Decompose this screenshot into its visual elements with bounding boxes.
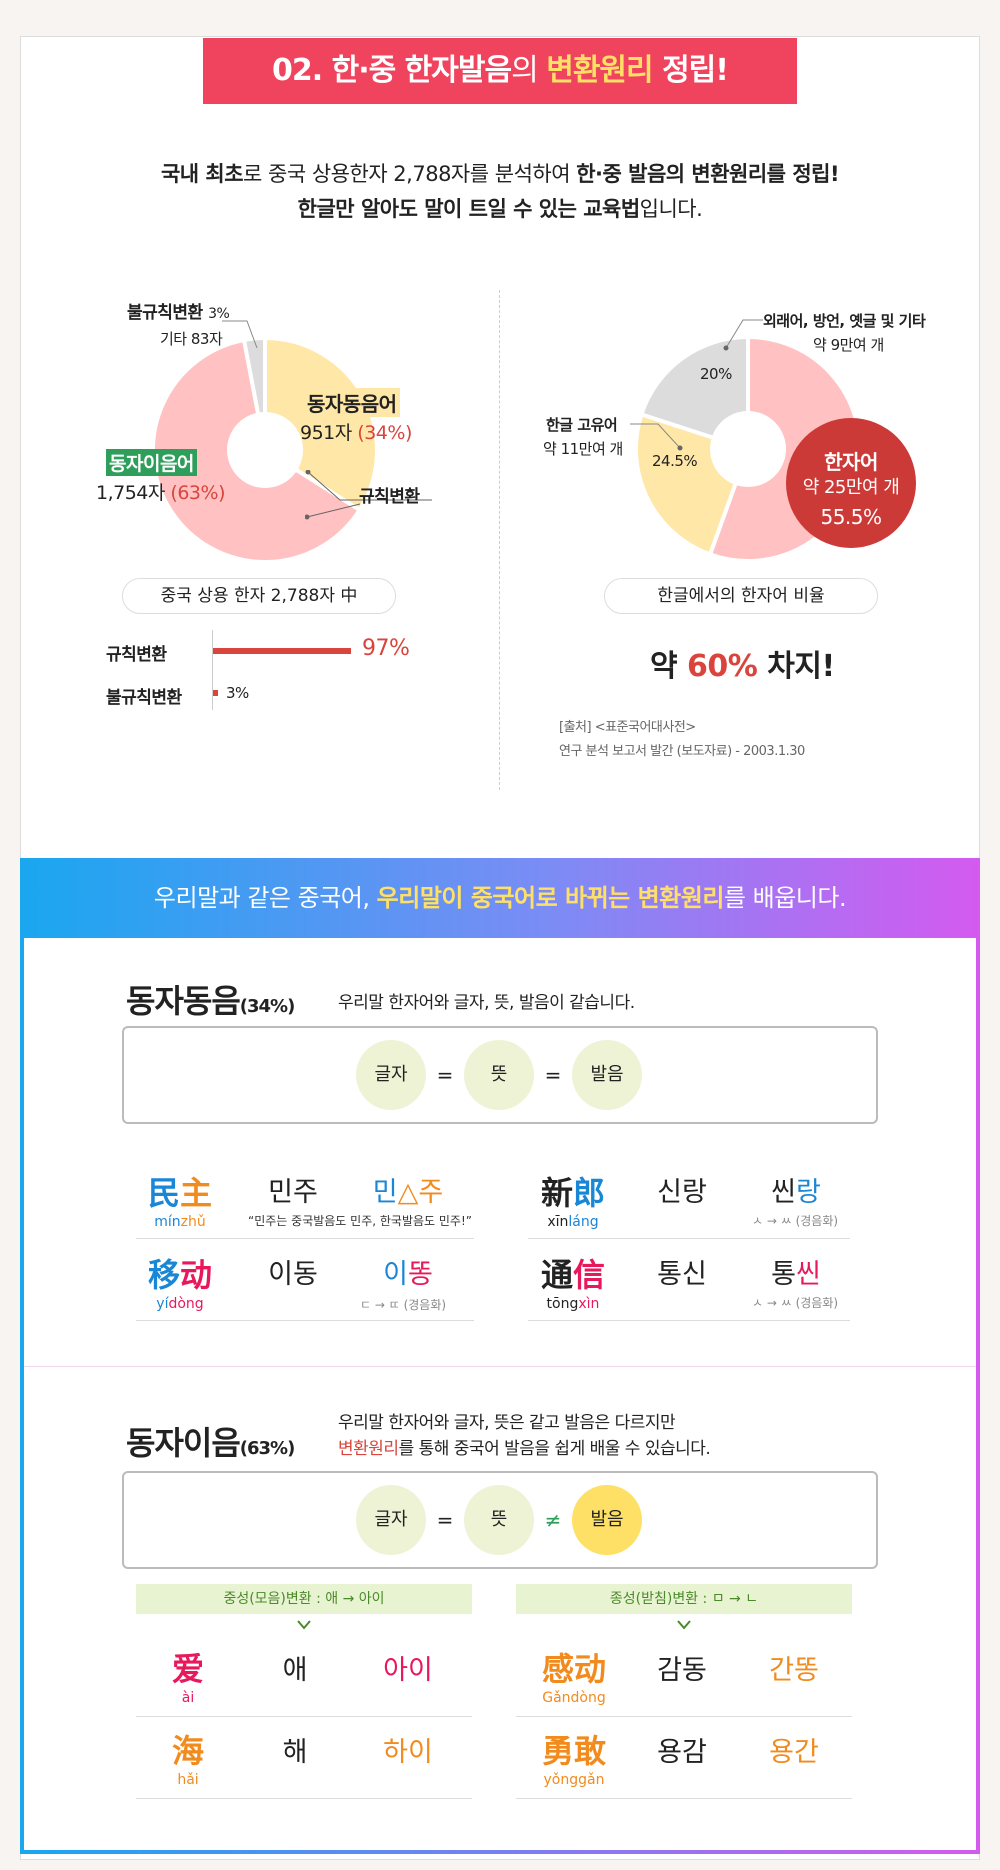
other-label: 기타 83자 [160,330,223,348]
diff-ko-4: 용감 [657,1737,707,1768]
same-hanzi-4: 通信 tōngxìn [540,1256,606,1312]
eq-char: 글자 [356,1485,426,1555]
same-hanzi-2: 移动 yídòng [147,1256,213,1312]
same-note-1: “민주는 중국발음도 민주, 한국발음도 민주!” [248,1214,472,1228]
native-leader-line [630,423,683,451]
source-line-2: 연구 분석 보고서 발간 (보도자료) - 2003.1.30 [559,744,805,759]
row-divider [136,1238,474,1239]
diff-section-desc: 우리말 한자어와 글자, 뜻은 같고 발음은 다르지만 변환원리를 통해 중국어 … [338,1413,711,1459]
diff-cn-2: 하이 [383,1737,433,1768]
same-note-2: ㄷ → ㄸ (경음화) [360,1298,447,1312]
foreign-pct: 20% [700,365,732,383]
source-line-1: [출처] <표준국어대사전> [559,720,696,735]
sino-sub: 약 25만여 개 [802,477,900,498]
diff-ko-2: 해 [282,1737,308,1768]
eq-char: 글자 [356,1040,426,1110]
same-count: 951자 (34%) [300,422,412,444]
diff-cn-3: 간똥 [769,1655,819,1686]
row-divider [136,1716,472,1717]
diff-ko-3: 감동 [657,1655,707,1686]
slice-foreign [638,334,750,452]
bar-value-regular: 97% [362,636,410,661]
diff-section-title: 동자이음(63%) [126,1424,295,1462]
result-text: 약 60% 차지! [650,649,835,684]
regular-leader-line-2 [305,503,361,520]
same-cn-3: 씬랑 [771,1177,821,1208]
foreign-sub: 약 9만여 개 [813,336,884,354]
chevron-down-icon [297,1620,311,1630]
chart-divider [499,290,500,790]
diff-hanzi-2: 海 hǎi [171,1732,204,1788]
bar-label-irregular: 불규칙변환 [106,688,182,708]
right-caption: 한글에서의 한자어 비율 [604,578,878,614]
same-cn-4: 통씬 [771,1259,821,1290]
eq-sound: 발음 [572,1040,642,1110]
foreign-label: 외래어, 방언, 옛글 및 기타 [763,312,926,330]
diff-ko-1: 애 [282,1655,308,1686]
eq-op-2: ≠ [544,1508,562,1532]
eq-op-1: = [436,1063,454,1087]
row-divider [528,1320,850,1321]
same-cn-1: 민△주 [372,1177,444,1208]
same-label: 동자동음어 [304,388,400,417]
diff-label: 동자이음어 [106,449,197,476]
row-divider [516,1716,852,1717]
sino-pct: 55.5% [820,505,882,529]
same-ko-1: 민주 [268,1177,318,1208]
row-divider [136,1798,472,1799]
diff-hanzi-4: 勇敢 yǒnggǎn [541,1732,606,1788]
eq-sound: 발음 [572,1485,642,1555]
char-pie-chart [151,335,379,564]
bar-irregular [213,690,218,696]
diff-count: 1,754자 (63%) [96,482,225,504]
eq-meaning: 뜻 [464,1485,534,1555]
diff-hanzi-1: 爱 ài [171,1650,204,1706]
intro-line-2: 한글만 알아도 말이 트일 수 있는 교육법입니다. [297,197,703,221]
bar-axis [212,630,213,710]
native-label: 한글 고유어 [546,416,618,434]
other-leader-line [222,320,258,349]
same-cn-2: 이똥 [383,1259,433,1290]
regular-label: 규칙변환 [359,487,420,507]
regular-leader-line [305,470,432,501]
same-ko-4: 통신 [657,1259,707,1290]
foreign-leader-line [723,319,763,351]
tag-vowel: 중성(모음)변환 : 애 → 아이 [136,1584,472,1614]
chevron-down-icon [677,1620,691,1630]
row-divider [516,1798,852,1799]
same-section-desc: 우리말 한자어와 글자, 뜻, 발음이 같습니다. [338,993,635,1013]
eq-op-2: = [544,1063,562,1087]
section-title-bar: 02. 한·중 한자발음의 변환원리 정립! [203,38,797,104]
diff-equation-box: 글자 = 뜻 ≠ 발음 [122,1471,878,1569]
same-note-4: ㅅ → ㅆ (경음화) [752,1296,839,1310]
eq-op-1: = [436,1508,454,1532]
section-divider [24,1366,976,1367]
same-hanzi-3: 新郎 xīnláng [540,1174,606,1230]
tag-final: 종성(받침)변환 : ㅁ → ㄴ [516,1584,852,1614]
vocab-pie-chart [634,334,862,563]
native-sub: 약 11만여 개 [543,440,623,458]
irregular-label: 불규칙변환 3% [127,303,230,323]
same-section-title: 동자동음(34%) [126,982,295,1020]
diff-cn-4: 용간 [769,1737,819,1768]
same-hanzi-1: 民主 mínzhǔ [147,1174,213,1230]
bar-label-regular: 규칙변환 [106,645,167,665]
diff-cn-1: 아이 [383,1655,433,1686]
row-divider [136,1320,474,1321]
same-ko-2: 이동 [268,1259,318,1290]
intro-line-1: 국내 최초로 중국 상용한자 2,788자를 분석하여 한·중 발음의 변환원리… [160,162,840,186]
same-note-3: ㅅ → ㅆ (경음화) [752,1214,839,1228]
sino-highlight-circle [786,418,916,548]
sino-label: 한자어 [824,450,878,474]
same-ko-3: 신랑 [657,1177,707,1208]
diff-hanzi-3: 感动 Gǎndòng [541,1650,606,1706]
eq-meaning: 뜻 [464,1040,534,1110]
same-equation-box: 글자 = 뜻 = 발음 [122,1026,878,1124]
native-pct: 24.5% [652,452,698,470]
principle-banner: 우리말과 같은 중국어, 우리말이 중국어로 바뀌는 변환원리를 배웁니다. [20,858,980,938]
bar-value-irregular: 3% [226,684,249,702]
bar-regular [213,648,351,654]
row-divider [528,1238,850,1239]
left-caption: 중국 상용 한자 2,788자 中 [122,578,396,614]
